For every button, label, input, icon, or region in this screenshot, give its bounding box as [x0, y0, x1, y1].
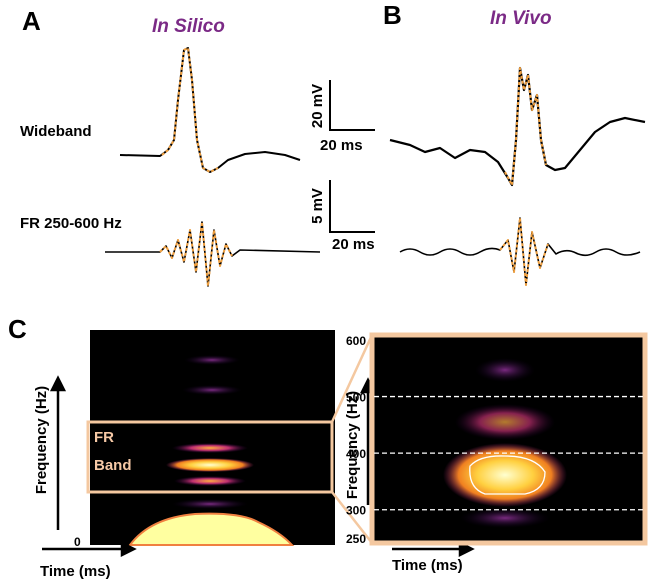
panel-labels: A In Silico B In Vivo C Wideband FR 250-…	[8, 0, 552, 344]
panel-b-label: B	[383, 0, 402, 30]
trace	[389, 66, 646, 187]
traces	[105, 47, 646, 287]
band	[443, 443, 567, 507]
panel-a-title: In Silico	[152, 16, 225, 37]
trace-overlay	[161, 47, 219, 173]
x-axis-label: Time (ms)	[392, 557, 463, 574]
spectrogram-right	[369, 332, 648, 546]
row-label: Wideband	[20, 123, 92, 140]
y-tick-label: 400	[346, 447, 366, 461]
panel-c-label: C	[8, 314, 27, 344]
fr-band-box	[86, 420, 334, 494]
scale-bars	[329, 80, 375, 233]
spectrogram-bg	[90, 330, 335, 545]
row-label: FR 250-600 Hz	[20, 215, 122, 232]
scale-label: 20 mV	[309, 84, 326, 128]
arrow-head	[49, 375, 67, 392]
band	[166, 458, 254, 472]
arrow-head	[120, 540, 137, 558]
y-axis-label: Frequency (Hz)	[344, 391, 361, 499]
band	[182, 385, 242, 395]
panel-a-label: A	[22, 6, 41, 36]
spectrogram-left	[86, 330, 335, 546]
low-freq-blob	[128, 512, 295, 546]
scale-label: 20 ms	[320, 137, 363, 154]
y-tick-label: 250	[346, 532, 366, 546]
x-axis-label: Time (ms)	[40, 563, 111, 580]
axis-arrows	[42, 375, 475, 558]
scale-bar	[329, 180, 375, 233]
contour	[469, 455, 546, 495]
box-label: Band	[94, 457, 132, 474]
box-label: FR	[94, 429, 114, 446]
y-axis-label: Frequency (Hz)	[33, 386, 50, 494]
scale-label: 20 ms	[332, 236, 375, 253]
band	[460, 508, 550, 528]
trace	[399, 217, 641, 286]
zoom-line	[331, 491, 373, 544]
zoom-line	[330, 334, 374, 423]
trace-overlay	[499, 217, 549, 286]
scale-bar	[329, 80, 375, 131]
y-tick-label: 300	[346, 504, 366, 518]
trace	[105, 221, 321, 287]
scale-label: 5 mV	[309, 188, 326, 224]
band	[172, 443, 248, 453]
band	[455, 404, 555, 440]
trace	[119, 47, 301, 173]
trace-overlay	[504, 67, 547, 186]
band	[172, 499, 248, 509]
y-tick-label: 500	[346, 391, 366, 405]
arrow-head	[458, 540, 475, 558]
zoom-lines	[330, 334, 374, 544]
panel-b-title: In Vivo	[490, 8, 552, 29]
y-tick-label: 600	[346, 334, 366, 348]
band	[475, 358, 535, 382]
band	[174, 476, 246, 486]
trace-overlay	[159, 221, 233, 287]
band	[184, 355, 240, 365]
origin-label: 0	[74, 535, 81, 549]
